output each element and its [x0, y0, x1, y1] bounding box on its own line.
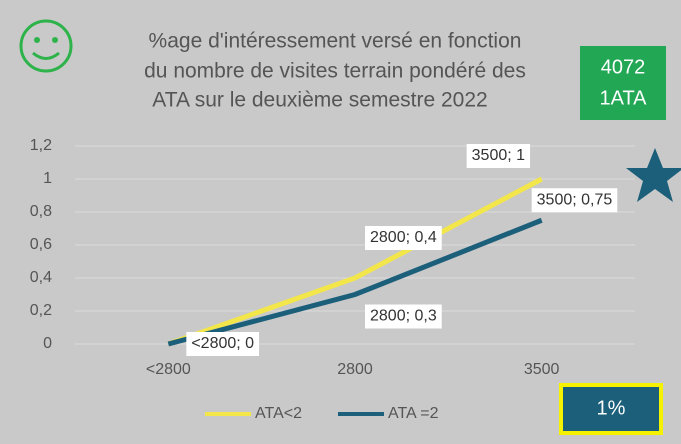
badge-text: 1ATA — [599, 87, 647, 109]
badge — [580, 46, 666, 120]
rate-text: 1% — [597, 397, 626, 419]
star-icon — [626, 148, 681, 202]
y-tick-label: 0,8 — [30, 203, 52, 220]
legend-label: ATA =2 — [388, 405, 439, 422]
data-label-text: 2800; 0,4 — [370, 229, 437, 246]
y-tick-label: 1 — [43, 170, 52, 187]
data-label-box — [531, 188, 618, 213]
rate-box — [559, 383, 663, 435]
chart-title: ATA sur le deuxième semestre 2022 — [152, 89, 487, 112]
series-line — [167, 217, 543, 347]
chart-title: %age d'intéressement versé en fonction — [149, 30, 522, 53]
data-label: 2800; 0,3 — [365, 304, 442, 329]
y-tick-label: 0,6 — [30, 236, 52, 253]
series-line — [167, 176, 543, 347]
data-label: <2800; 0 — [186, 332, 260, 356]
x-tick-label: 3500 — [524, 361, 560, 378]
data-label-box — [466, 144, 531, 168]
x-tick-label: <2800 — [146, 361, 191, 378]
y-tick-label: 0,4 — [30, 269, 52, 286]
smiley-icon — [19, 19, 73, 73]
data-label-text: <2800; 0 — [191, 335, 254, 352]
data-label-text: 3500; 0,75 — [537, 191, 613, 208]
badge-text: 4072 — [601, 56, 646, 78]
y-tick-label: 0 — [43, 335, 52, 352]
x-tick-label: 2800 — [337, 361, 373, 378]
y-tick-label: 0,2 — [30, 302, 52, 319]
data-label-box — [186, 332, 260, 356]
y-tick-label: 1,2 — [30, 137, 52, 154]
data-label-text: 3500; 1 — [472, 147, 525, 164]
legend-label: ATA<2 — [255, 405, 302, 422]
data-label-box — [365, 304, 442, 329]
data-label-box — [365, 226, 442, 250]
chart-title: du nombre de visites terrain pondéré des — [144, 60, 526, 83]
data-label-text: 2800; 0,3 — [370, 308, 437, 325]
data-label: 2800; 0,4 — [365, 226, 442, 250]
data-label: 3500; 1 — [466, 144, 531, 168]
data-label: 3500; 0,75 — [531, 188, 618, 213]
